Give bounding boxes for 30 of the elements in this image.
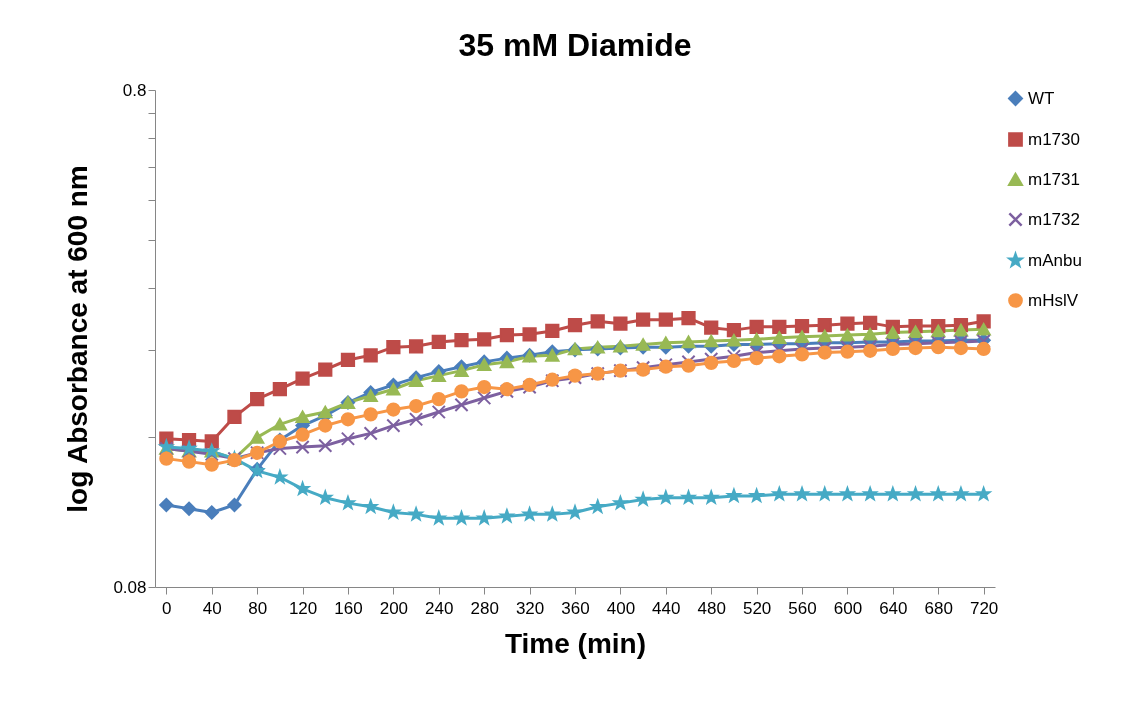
x-tick-label: 440 xyxy=(652,598,681,618)
legend-label: m1730 xyxy=(1028,129,1080,149)
x-tick-label: 640 xyxy=(879,598,908,618)
x-tick-label: 80 xyxy=(248,598,268,618)
legend-label: m1731 xyxy=(1028,169,1080,189)
y-tick-label: 0.08 xyxy=(113,577,147,597)
x-axis-title: Time (min) xyxy=(504,627,647,659)
y-tick-label: 0.8 xyxy=(122,80,147,100)
x-tick-label: 400 xyxy=(606,598,636,618)
legend-label: mAnbu xyxy=(1028,250,1082,270)
x-tick-label: 600 xyxy=(833,598,863,618)
x-tick-label: 680 xyxy=(924,598,953,618)
x-tick-label: 560 xyxy=(788,598,817,618)
x-tick-label: 280 xyxy=(470,598,499,618)
x-tick-label: 320 xyxy=(515,598,545,618)
x-tick-label: 200 xyxy=(379,598,409,618)
x-tick-label: 720 xyxy=(969,598,999,618)
y-axis-title: log Absorbance at 600 nm xyxy=(62,165,94,513)
legend-label: m1732 xyxy=(1028,209,1080,229)
x-tick-label: 520 xyxy=(742,598,772,618)
legend-label: WT xyxy=(1028,88,1055,108)
x-tick-label: 240 xyxy=(425,598,454,618)
x-tick-label: 360 xyxy=(561,598,590,618)
x-tick-label: 480 xyxy=(697,598,726,618)
x-tick-label: 40 xyxy=(202,598,222,618)
x-tick-label: 120 xyxy=(288,598,318,618)
x-tick-label: 160 xyxy=(334,598,363,618)
legend-label: mHslV xyxy=(1028,290,1079,310)
x-tick-label: 0 xyxy=(162,598,172,618)
chart-title: 35 mM Diamide xyxy=(458,27,692,63)
